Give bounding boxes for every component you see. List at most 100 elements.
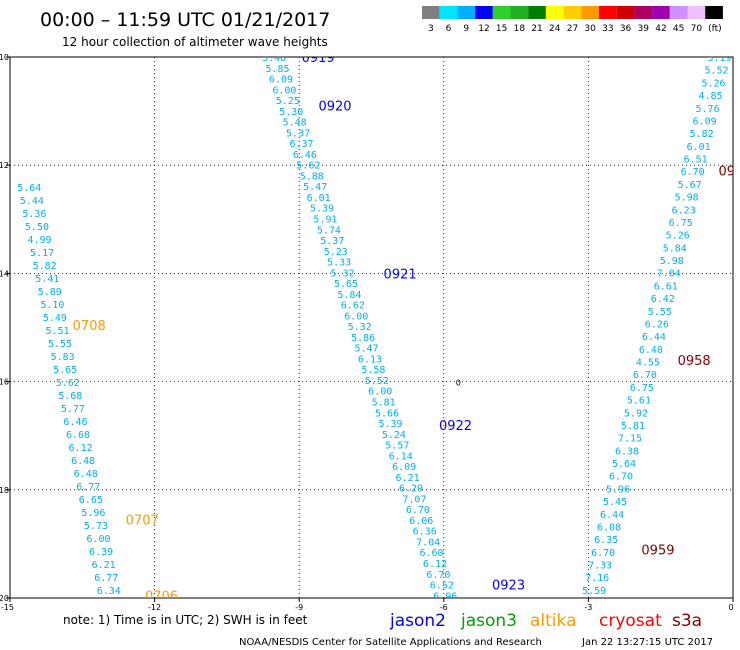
wave-height-value: 5.86 — [351, 333, 375, 344]
wave-height-value: 5.26 — [701, 78, 725, 89]
center-marker-label: 0 — [456, 379, 461, 388]
satellite-label-jason2: jason2 — [389, 611, 446, 631]
plot-frame — [9, 56, 734, 599]
track-time-label: 0706 — [145, 589, 178, 604]
chart-subtitle: 12 hour collection of altimeter wave hei… — [62, 35, 328, 49]
legend-label: 18 — [514, 24, 526, 34]
footer-timestamp: Jan 22 13:27:15 UTC 2017 — [581, 637, 713, 648]
track-s3a: 5.195.525.264.855.766.095.826.016.516.70… — [582, 53, 740, 597]
chart-title: 00:00 – 11:59 UTC 01/21/2017 — [40, 9, 330, 31]
wave-height-value: 5.32 — [348, 322, 372, 333]
wave-height-value: 5.41 — [35, 274, 59, 285]
plot-border — [9, 56, 734, 599]
wave-height-value: 6.14 — [389, 451, 413, 462]
wave-height-value: 5.82 — [33, 261, 57, 272]
wave-height-value: 6.09 — [392, 462, 416, 473]
wave-height-value: 6.65 — [79, 495, 103, 506]
legend-swatch — [616, 6, 635, 19]
wave-height-value: 5.47 — [303, 182, 327, 193]
wave-height-value: 5.89 — [38, 287, 62, 298]
legend-swatch — [705, 6, 723, 19]
legend-label: 45 — [673, 24, 684, 34]
legend-swatch — [545, 6, 564, 19]
legend-label: 3 — [428, 24, 434, 34]
track-jason2: 5.485.856.096.005.255.305.485.376.376.46… — [262, 53, 525, 602]
wave-height-value: 5.74 — [317, 225, 341, 236]
wave-height-value: 6.48 — [71, 456, 95, 467]
grid-lines — [10, 57, 733, 598]
wave-height-value: 5.76 — [696, 104, 720, 115]
wave-height-value: 7.04 — [657, 269, 681, 280]
footer-credit: NOAA/NESDIS Center for Satellite Applica… — [239, 637, 542, 648]
wave-height-value: 6.52 — [430, 581, 454, 592]
wave-height-value: 6.08 — [597, 522, 621, 533]
wave-height-value: 6.01 — [687, 142, 711, 153]
wave-height-value: 5.81 — [621, 421, 645, 432]
wave-height-value: 6.70 — [426, 570, 450, 581]
wave-height-value: 5.37 — [286, 128, 310, 139]
wave-height-value: 5.96 — [81, 508, 105, 519]
y-tick-label: -20 — [0, 594, 9, 603]
wave-height-value: 6.48 — [74, 469, 98, 480]
legend-swatch — [439, 6, 458, 19]
x-tick-label: -6 — [440, 603, 448, 612]
wave-height-value: 5.32 — [331, 268, 355, 279]
wave-height-value: 5.44 — [20, 196, 44, 207]
track-time-label: 0707 — [126, 514, 159, 529]
x-tick-label: -9 — [295, 603, 303, 612]
wave-height-value: 5.61 — [627, 396, 651, 407]
legend-swatch — [652, 6, 670, 19]
footer-note: note: 1) Time is in UTC; 2) SWH is in fe… — [63, 613, 308, 627]
wave-height-value: 5.48 — [262, 53, 286, 64]
wave-height-value: 5.85 — [266, 64, 290, 75]
wave-height-value: 5.65 — [53, 365, 77, 376]
wave-height-value: 6.96 — [433, 591, 457, 602]
color-legend: 3 6 9 12 15 18 21 24 27 30 33 36 39 42 45 70 (ft) — [422, 6, 723, 34]
legend-label: 12 — [478, 24, 489, 34]
wave-height-value: 5.26 — [666, 231, 690, 242]
legend-swatch — [563, 6, 582, 19]
wave-height-value: 5.57 — [385, 441, 409, 452]
wave-height-value: 5.19 — [707, 53, 731, 64]
wave-height-value: 5.62 — [56, 378, 80, 389]
wave-height-value: 7.15 — [618, 434, 642, 445]
legend-label: 39 — [638, 24, 650, 34]
track-time-label: 0921 — [384, 267, 417, 282]
wave-height-value: 6.70 — [406, 505, 430, 516]
wave-height-value: 6.70 — [591, 548, 615, 559]
legend-swatch — [581, 6, 599, 19]
wave-height-value: 6.70 — [681, 167, 705, 178]
wave-height-value: 6.34 — [97, 586, 121, 597]
wave-height-value: 5.51 — [45, 326, 69, 337]
wave-height-value: 5.39 — [378, 419, 402, 430]
wave-height-value: 6.13 — [358, 354, 382, 365]
wave-height-value: 6.62 — [341, 301, 365, 312]
wave-height-value: 5.84 — [337, 290, 361, 301]
x-tick-label: -15 — [1, 603, 14, 612]
wave-height-value: 5.39 — [310, 204, 334, 215]
wave-height-value: 6.09 — [269, 75, 293, 86]
legend-swatch — [634, 6, 653, 19]
wave-height-value: 7.16 — [585, 573, 609, 584]
wave-height-value: 5.55 — [48, 339, 72, 350]
wave-height-value: 5.49 — [43, 313, 67, 324]
wave-height-value: 5.23 — [324, 247, 348, 258]
wave-height-value: 5.82 — [690, 129, 714, 140]
wave-height-value: 5.96 — [606, 484, 630, 495]
wave-height-value: 6.00 — [368, 387, 392, 398]
wave-height-value: 5.59 — [582, 586, 606, 597]
track-time-label: 0957 — [719, 165, 740, 180]
wave-height-value: 5.17 — [30, 248, 54, 259]
axis-ticks: -15 -12 -9 -6 -3 0 -10 -12 -14 -16 -18 -20 — [0, 53, 734, 612]
satellite-legend: jason2 jason3 altika cryosat s3a — [389, 611, 702, 631]
wave-height-value: 5.10 — [40, 300, 64, 311]
wave-height-value: 4.85 — [699, 91, 723, 102]
wave-height-value: 6.70 — [609, 472, 633, 483]
legend-swatch — [422, 6, 440, 19]
wave-height-value: 5.36 — [22, 209, 46, 220]
wave-height-value: 6.75 — [630, 383, 654, 394]
track-altika: 5.64 5.44 5.36 5.50 4.99 5.17 5.82 5.41 5.89 5.10… — [17, 183, 178, 604]
wave-height-value: 5.73 — [84, 521, 108, 532]
wave-height-value: 7.07 — [402, 494, 426, 505]
